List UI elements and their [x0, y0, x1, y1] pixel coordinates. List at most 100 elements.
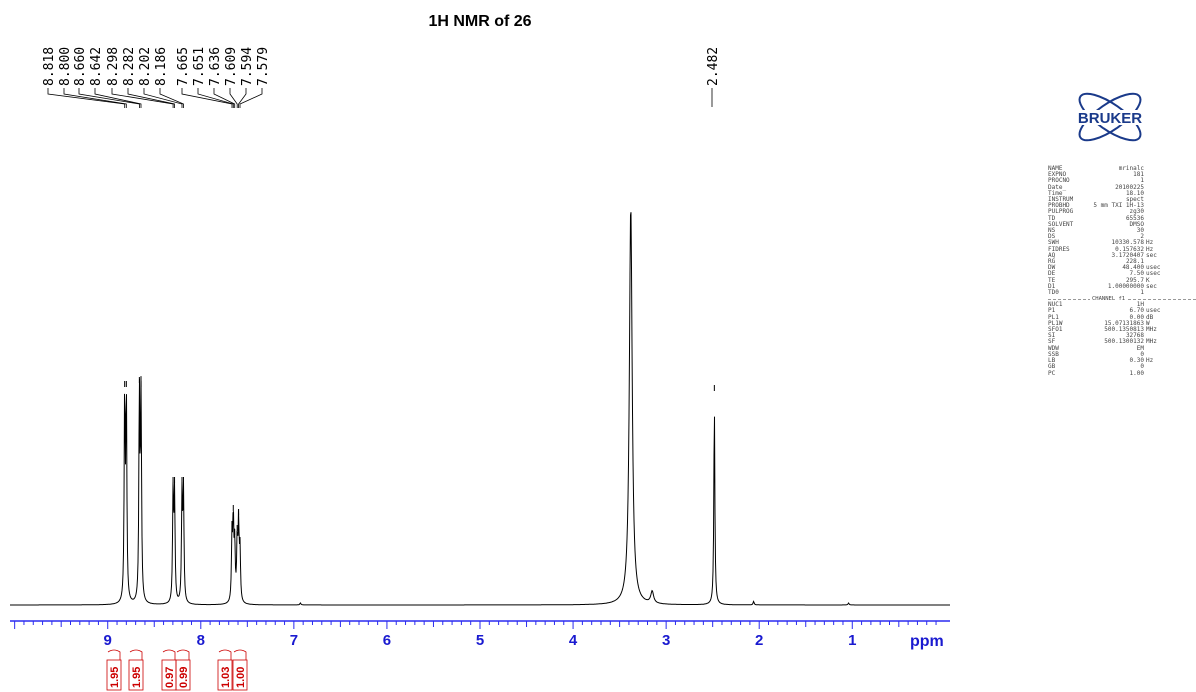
param-key: NUC1: [1048, 301, 1063, 309]
param-unit: Hz: [1146, 239, 1154, 247]
peak-label: 8.800: [58, 47, 73, 86]
param-value: 32768: [1125, 332, 1144, 340]
param-row: TD 65536: [1048, 215, 1196, 222]
bruker-logo: BRUKER: [1074, 92, 1146, 142]
peak-labels: 8.818 8.800 8.660 8.642 8.298 8.282 8.202 8.186…: [42, 47, 721, 86]
param-value: 1.00: [1129, 369, 1144, 377]
peak-label: 8.642: [89, 47, 104, 86]
param-unit: MHz: [1146, 338, 1157, 346]
peak-label-line: [63, 88, 127, 108]
integral-box: [106, 659, 122, 691]
param-row: PC 1.00: [1048, 369, 1196, 377]
x-axis: 9 8 7 6 5 4 3 2 1 ppm: [10, 620, 950, 650]
param-value: 295.7: [1125, 276, 1144, 284]
param-key: PL1W: [1048, 319, 1063, 327]
param-row: DS 2: [1048, 234, 1196, 240]
integral-bracket: [107, 649, 121, 660]
param-row: SI 32768: [1048, 333, 1196, 339]
channel-separator: CHANNEL f1: [1048, 296, 1196, 303]
param-key: WDW: [1048, 344, 1059, 352]
param-value: 500.1350813: [1104, 326, 1144, 334]
integral-box: [175, 659, 191, 691]
peak-label-line: [94, 88, 142, 108]
param-key: P1: [1048, 307, 1056, 315]
param-value: 500.1300132: [1104, 338, 1144, 346]
peak-label-lines: [47, 88, 713, 108]
param-row: DW 48.400 usec: [1048, 265, 1196, 271]
param-key: PULPROG: [1048, 208, 1074, 216]
peak-label-line: [197, 88, 234, 108]
param-key: SWH: [1048, 239, 1059, 247]
peak-label-line: [238, 88, 247, 108]
param-row: RG 228.1: [1048, 258, 1196, 266]
param-key: SI: [1048, 332, 1056, 340]
peak-label: 7.609: [224, 47, 239, 86]
x-tick-label: 2: [755, 632, 763, 649]
peak-label: 8.202: [138, 47, 153, 86]
param-row: LB 0.30 Hz: [1048, 357, 1196, 364]
param-unit: [1144, 290, 1146, 296]
param-row: PROCNO 1: [1048, 178, 1196, 184]
param-row: SSB 0: [1048, 350, 1196, 358]
chart-title: 1H NMR of 26: [428, 13, 532, 30]
param-value: 5 mm TXI 1H-13: [1093, 202, 1144, 210]
param-value: 1.00000000: [1107, 282, 1144, 290]
param-unit: usec: [1146, 264, 1161, 272]
param-row: PROBHD 5 mm TXI 1H-13: [1048, 203, 1196, 209]
param-row: WDW EM: [1048, 344, 1196, 352]
param-key: EXPNO: [1048, 171, 1067, 179]
peak-label: 2.482: [706, 47, 721, 86]
param-value: 0.00: [1129, 313, 1144, 321]
param-row: PL1W 15.07131863 W: [1048, 319, 1196, 327]
param-unit: MHz: [1146, 326, 1157, 334]
param-row: Time 18.10: [1048, 189, 1196, 197]
param-value: 2: [1140, 233, 1144, 241]
param-value: 1: [1140, 177, 1144, 185]
peak-label-line: [143, 88, 183, 108]
param-value: 228.1: [1125, 258, 1144, 266]
integral-box: [128, 659, 144, 691]
param-key: NS: [1048, 227, 1056, 235]
peak-label-line: [181, 88, 233, 108]
x-tick-label: 3: [662, 632, 670, 649]
integral-value: 0.97: [164, 667, 176, 688]
param-row: D1 1.00000000 sec: [1048, 282, 1196, 290]
param-row: NAME mrinalc: [1048, 165, 1196, 172]
peak-label-line: [111, 88, 174, 108]
param-key: SSB: [1048, 350, 1059, 358]
param-unit: K: [1146, 276, 1150, 284]
param-unit: usec: [1146, 270, 1161, 278]
param-row: GB 0: [1048, 364, 1196, 370]
peak-label: 7.579: [256, 47, 271, 86]
integral-bracket: [176, 649, 190, 660]
logo-text: BRUKER: [1078, 110, 1142, 127]
integral-value: 1.95: [131, 667, 143, 688]
param-value: 0: [1140, 363, 1144, 371]
x-axis-label: ppm: [910, 633, 944, 650]
x-tick-label: 1: [848, 632, 856, 649]
param-value: 18.10: [1125, 189, 1144, 197]
param-unit: usec: [1146, 307, 1161, 315]
param-key: PROCNO: [1048, 177, 1070, 185]
param-unit: [1144, 371, 1146, 377]
param-value: 48.400: [1122, 264, 1144, 272]
param-key: INSTRUM: [1048, 196, 1074, 204]
param-key: FIDRES: [1048, 245, 1070, 253]
integral-value: 1.03: [220, 667, 232, 688]
peak-label-line: [78, 88, 140, 108]
x-tick-label: 7: [290, 632, 298, 649]
nmr-spectrum-chart: 8.818 8.800 8.660 8.642 8.298 8.282 8.202 8.186…: [10, 47, 950, 691]
param-key: PROBHD: [1048, 202, 1070, 210]
x-tick-label: 5: [476, 632, 484, 649]
peak-label: 8.818: [42, 47, 57, 86]
peak-label-line: [127, 88, 175, 108]
integral-value: 1.00: [235, 667, 247, 688]
integral-bracket: [162, 649, 176, 660]
param-row: SFO1 500.1350813 MHz: [1048, 326, 1196, 334]
param-unit: Hz: [1146, 245, 1154, 253]
param-value: 0: [1140, 350, 1144, 358]
param-row: SOLVENT DMSO: [1048, 221, 1196, 228]
param-value: EM: [1136, 344, 1144, 352]
param-unit: sec: [1146, 251, 1157, 259]
x-tick-label: 6: [383, 632, 391, 649]
